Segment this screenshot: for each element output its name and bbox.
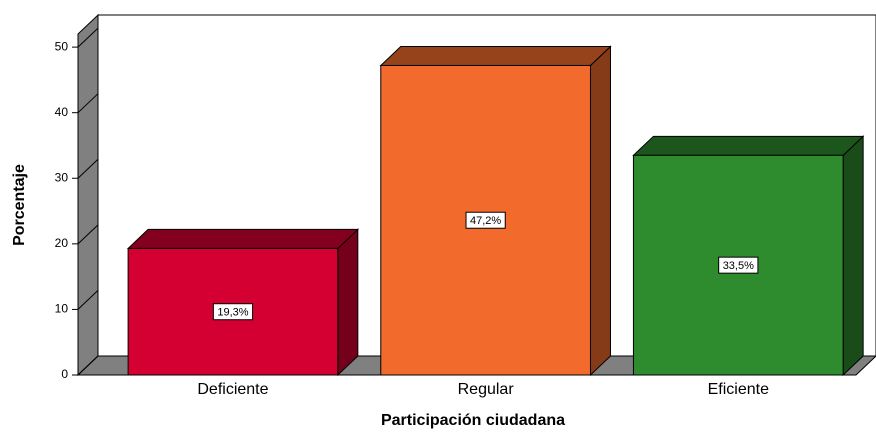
wall-grid-line [77,27,99,48]
x-tick-label: Regular [458,381,515,398]
bar-top [379,45,612,66]
value-label: 33,5% [723,260,754,272]
bar-top [126,228,360,249]
bar-group: 19,3% [126,228,360,377]
wall-grid-line [77,93,99,114]
bar-group: 33,5% [632,135,865,377]
bar-side [337,228,359,377]
y-axis-title: Porcentaje [11,164,28,246]
bar-side [842,135,864,377]
bar-group: 47,2% [379,45,612,377]
x-tick-label: Eficiente [708,381,769,398]
wall-grid-line [77,224,99,245]
value-label-box [465,211,506,229]
y-tick-label: 10 [55,302,69,316]
y-tick-label: 20 [55,236,69,250]
x-axis-title: Participación ciudadana [381,412,565,429]
y-tick-label: 0 [61,367,68,381]
bar-side [589,45,611,377]
bar-top [632,135,865,156]
value-label-box [718,256,759,274]
wall-grid-line [77,158,99,179]
value-label: 19,3% [217,307,248,319]
y-tick-label: 50 [55,39,69,53]
left-wall [77,13,99,377]
wall-grid-line [77,290,99,310]
y-tick-label: 40 [55,105,69,119]
y-tick-label: 30 [55,170,69,184]
value-label-box [212,303,254,321]
value-label: 47,2% [470,215,501,227]
wall-grid-line [77,355,99,376]
x-tick-label: Deficiente [197,381,268,398]
